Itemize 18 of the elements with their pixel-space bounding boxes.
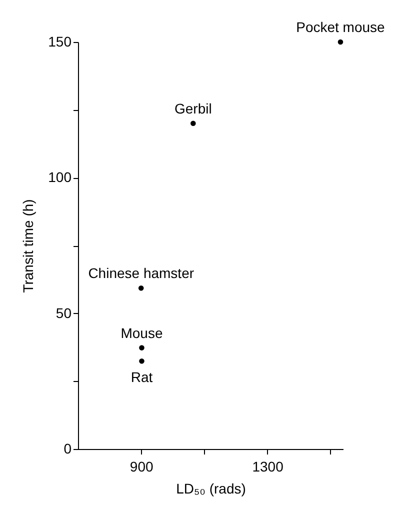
annotation: Pocket mouse: [296, 19, 386, 35]
y-tick-label: 150: [48, 34, 72, 50]
y-axis-title: Transit time (h): [20, 199, 36, 293]
point: [190, 120, 196, 126]
point: [139, 358, 144, 364]
annotation: Gerbil: [174, 100, 212, 116]
annotation: Chinese hamster: [88, 265, 194, 282]
annotation: Mouse: [120, 324, 163, 341]
y-tick-label: 0: [64, 440, 72, 456]
annotation: Rat: [130, 369, 153, 386]
x-tick-label: 900: [130, 458, 154, 474]
point: [138, 285, 144, 291]
y-tick-label: 100: [48, 169, 72, 186]
point: [139, 345, 144, 350]
x-axis-title: LD₅₀ (rads): [176, 480, 246, 496]
y-tick-label: 50: [56, 304, 72, 321]
x-tick-label: 1300: [252, 458, 284, 474]
point: [338, 39, 344, 45]
